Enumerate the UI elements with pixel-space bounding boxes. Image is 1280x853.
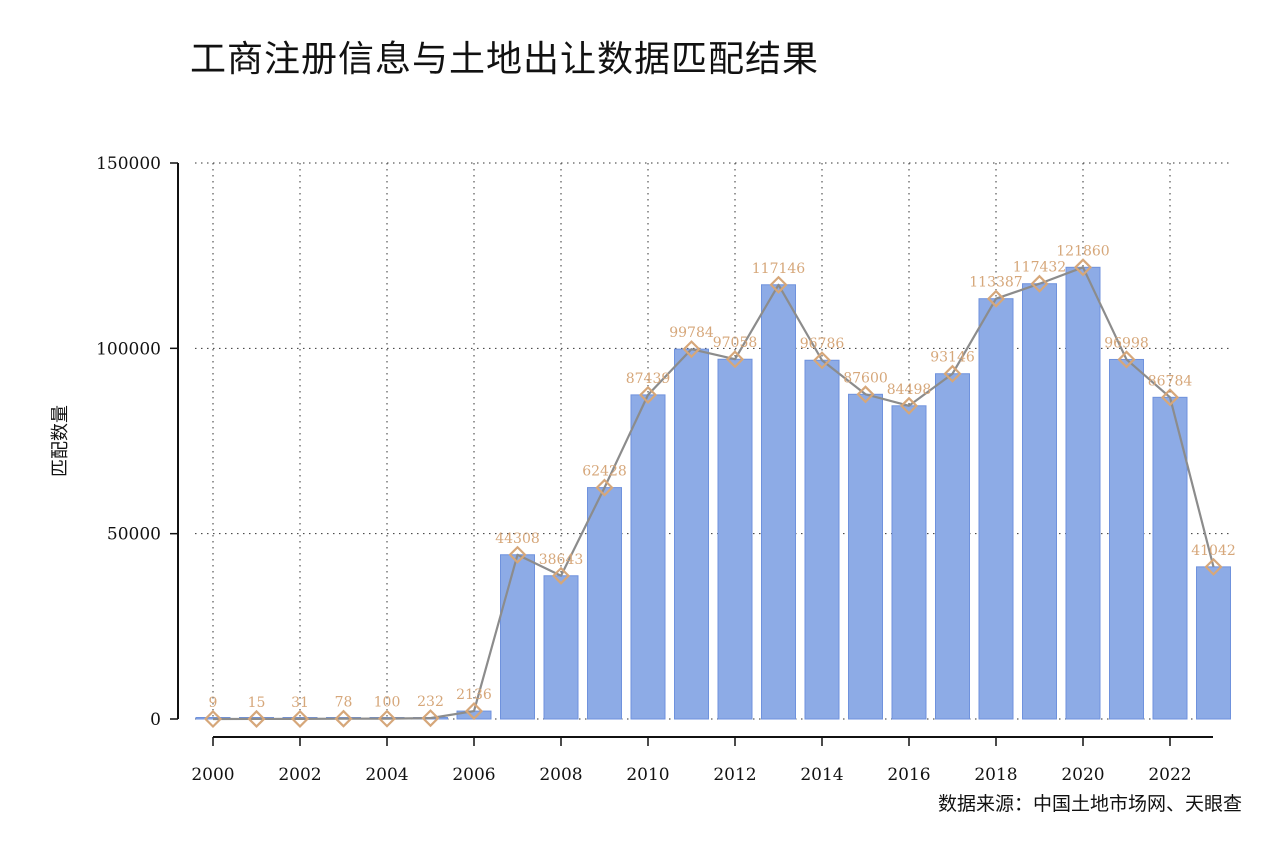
bar bbox=[978, 298, 1014, 720]
diamond-marker bbox=[1030, 274, 1049, 293]
bar bbox=[1152, 396, 1188, 720]
data-label: 96998 bbox=[1104, 335, 1149, 351]
data-label: 97058 bbox=[713, 335, 758, 351]
diamond-marker bbox=[899, 396, 919, 415]
markers bbox=[203, 258, 1223, 729]
diamond-marker bbox=[595, 478, 614, 497]
data-label: 38643 bbox=[539, 552, 584, 568]
diamond-marker bbox=[334, 709, 353, 728]
diamond-marker bbox=[812, 351, 832, 370]
data-labels: 9 15 31 78 100 232 2136 44308 38643 62428 87439 997… bbox=[209, 243, 1236, 711]
diamond-marker bbox=[1117, 350, 1136, 369]
axes: 0 50000 100000 150000 2000 2002 2004 2006 2008 20… bbox=[96, 154, 1213, 785]
diamond-marker bbox=[247, 709, 266, 729]
data-label: 96786 bbox=[800, 336, 845, 352]
data-label: 117432 bbox=[1013, 260, 1066, 276]
bar bbox=[674, 348, 709, 720]
data-label: 93146 bbox=[930, 350, 975, 366]
x-tick-label: 2002 bbox=[278, 765, 321, 785]
data-label: 44308 bbox=[495, 531, 540, 547]
diamond-marker bbox=[1204, 557, 1223, 576]
x-tick-label: 2018 bbox=[974, 765, 1017, 785]
bars bbox=[195, 266, 1231, 720]
x-tick-label: 2008 bbox=[539, 765, 582, 785]
bar bbox=[500, 554, 535, 720]
bar bbox=[543, 575, 579, 720]
diamond-marker bbox=[638, 385, 658, 404]
diamond-marker bbox=[464, 702, 484, 721]
data-label: 87439 bbox=[626, 371, 671, 387]
diamond-marker bbox=[1160, 388, 1180, 407]
data-label: 15 bbox=[248, 695, 266, 711]
x-tick-label: 2016 bbox=[887, 765, 930, 785]
bar bbox=[891, 405, 927, 720]
data-label: 78 bbox=[335, 695, 353, 711]
data-label: 232 bbox=[417, 694, 444, 710]
bar bbox=[804, 359, 840, 720]
data-label: 9 bbox=[209, 695, 218, 711]
data-label: 99784 bbox=[669, 325, 714, 341]
x-tick-label: 2000 bbox=[191, 765, 234, 785]
chart-title: 工商注册信息与土地出让数据匹配结果 bbox=[190, 39, 820, 80]
bar bbox=[848, 393, 883, 720]
diamond-marker bbox=[377, 709, 397, 728]
bar bbox=[1196, 566, 1231, 720]
y-axis-label: 匹配数量 bbox=[50, 405, 71, 477]
x-tick-label: 2020 bbox=[1061, 765, 1104, 785]
source-note: 数据来源：中国土地市场网、天眼查 bbox=[938, 793, 1242, 815]
diamond-marker bbox=[943, 364, 962, 383]
data-label: 117146 bbox=[752, 261, 806, 277]
x-tick-label: 2006 bbox=[452, 765, 495, 785]
diamond-marker bbox=[551, 566, 571, 585]
data-label: 2136 bbox=[456, 687, 492, 703]
data-label: 87600 bbox=[843, 370, 888, 386]
data-label: 121860 bbox=[1056, 243, 1109, 259]
data-label: 86784 bbox=[1148, 373, 1193, 389]
x-tick-label: 2004 bbox=[365, 765, 408, 785]
x-tick-label: 2010 bbox=[626, 765, 669, 785]
y-tick-label: 150000 bbox=[96, 154, 161, 174]
bar bbox=[1022, 283, 1057, 720]
bar bbox=[761, 284, 796, 720]
data-label: 31 bbox=[291, 695, 309, 711]
x-tick-label: 2014 bbox=[800, 765, 843, 785]
diamond-marker bbox=[1073, 258, 1093, 277]
data-label: 113387 bbox=[969, 275, 1022, 291]
diamond-marker bbox=[856, 385, 875, 404]
y-tick-label: 0 bbox=[150, 710, 161, 730]
diamond-marker bbox=[203, 709, 223, 729]
y-tick-label: 50000 bbox=[107, 525, 161, 545]
diamond-marker bbox=[290, 709, 310, 728]
diamond-marker bbox=[769, 275, 788, 294]
diamond-marker bbox=[725, 350, 745, 369]
y-tick-label: 100000 bbox=[96, 339, 161, 359]
bar bbox=[587, 487, 622, 720]
diamond-marker bbox=[682, 340, 701, 359]
bar bbox=[935, 373, 970, 720]
data-label: 41042 bbox=[1191, 543, 1236, 559]
diamond-marker bbox=[421, 709, 440, 728]
diamond-marker bbox=[986, 289, 1006, 308]
data-label: 62428 bbox=[582, 464, 627, 480]
bar bbox=[1109, 358, 1144, 720]
x-tick-label: 2012 bbox=[713, 765, 756, 785]
bar bbox=[630, 394, 666, 720]
data-label: 100 bbox=[374, 695, 401, 711]
bar bbox=[1065, 266, 1101, 720]
x-tick-label: 2022 bbox=[1148, 765, 1191, 785]
data-label: 84498 bbox=[887, 382, 932, 398]
bar bbox=[717, 358, 753, 720]
diamond-marker bbox=[508, 545, 527, 564]
